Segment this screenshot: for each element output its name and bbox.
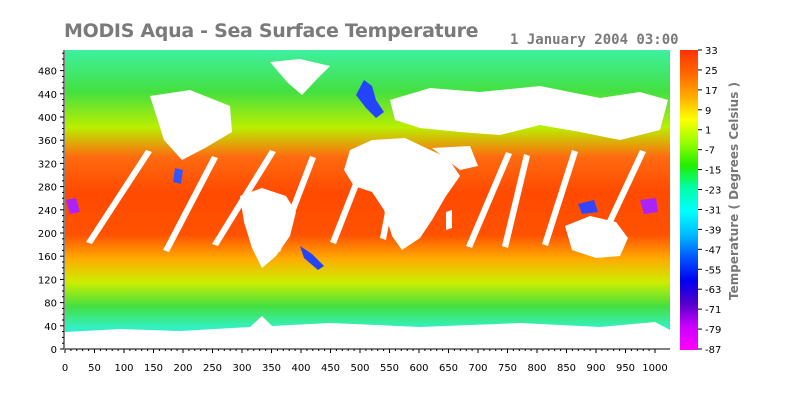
x-tick-label: 750 — [498, 363, 517, 374]
arabia-land — [432, 146, 478, 170]
colorbar-tick-label: -23 — [705, 186, 721, 197]
y-axis-ticks: 0 40 80 120 160 200 240 280 320 360 400 440 480 — [38, 52, 64, 356]
x-tick-label: 1000 — [642, 363, 667, 374]
map-image — [65, 50, 670, 348]
x-tick-label: 0 — [62, 363, 68, 374]
x-tick-label: 800 — [527, 363, 546, 374]
x-tick-label: 550 — [380, 363, 399, 374]
colorbar-tick-label: -79 — [705, 325, 721, 336]
colorbar-tick-label: -63 — [705, 285, 721, 296]
south-america-land — [240, 188, 296, 268]
x-tick-label: 200 — [173, 363, 192, 374]
colorbar-tick-label: 1 — [705, 126, 711, 137]
colorbar-tick-label: 25 — [705, 66, 718, 77]
colorbar-title: Temperature ( Degrees Celsius ) — [727, 81, 741, 300]
y-tick-label: 280 — [38, 183, 57, 194]
y-tick-label: 440 — [38, 90, 57, 101]
colorbar-tick-label: -71 — [705, 305, 721, 316]
australia-land — [565, 216, 628, 258]
x-tick-label: 700 — [468, 363, 487, 374]
colorbar-tick-label: -7 — [705, 146, 715, 157]
colorbar-ticks: 33 25 17 9 1 -7 -15 -23 -31 -39 -47 -55 -63 -71 -79 -87 — [698, 46, 721, 356]
madagascar-land — [446, 210, 452, 230]
x-tick-label: 300 — [232, 363, 251, 374]
y-tick-label: 80 — [44, 299, 57, 310]
y-tick-label: 160 — [38, 252, 57, 263]
colorbar — [680, 50, 698, 350]
y-tick-label: 360 — [38, 136, 57, 147]
x-tick-label: 400 — [291, 363, 310, 374]
colorbar-tick-label: 17 — [705, 86, 718, 97]
na-cloud — [150, 90, 232, 160]
cold-features — [66, 80, 658, 270]
colorbar-tick-label: -47 — [705, 245, 721, 256]
x-tick-label: 600 — [409, 363, 428, 374]
africa-land — [344, 138, 460, 250]
y-tick-label: 240 — [38, 206, 57, 217]
x-tick-label: 350 — [262, 363, 281, 374]
colorbar-tick-label: -55 — [705, 265, 721, 276]
antarctica-cloud — [65, 316, 670, 348]
y-tick-label: 480 — [38, 67, 57, 78]
x-tick-label: 950 — [616, 363, 635, 374]
colorbar-tick-label: -31 — [705, 205, 721, 216]
x-tick-label: 250 — [203, 363, 222, 374]
colorbar-tick-label: -87 — [705, 345, 721, 356]
colorbar-tick-label: 9 — [705, 106, 711, 117]
map-title: MODIS Aqua - Sea Surface Temperature — [64, 20, 479, 42]
y-tick-label: 320 — [38, 159, 57, 170]
y-tick-label: 0 — [51, 345, 57, 356]
swath-gaps — [86, 150, 646, 252]
x-tick-label: 500 — [350, 363, 369, 374]
northern-cloud-band — [390, 86, 668, 140]
x-tick-label: 650 — [439, 363, 458, 374]
colorbar-tick-label: -39 — [705, 225, 721, 236]
timestamp: 1 January 2004 03:00 — [510, 32, 679, 48]
y-tick-label: 40 — [44, 322, 57, 333]
x-tick-label: 850 — [557, 363, 576, 374]
y-tick-label: 120 — [38, 275, 57, 286]
x-tick-label: 100 — [114, 363, 133, 374]
colorbar-tick-label: -15 — [705, 166, 721, 177]
x-axis-ticks: 0 50 100 150 200 250 300 350 400 450 500 550 600 650 7… — [62, 349, 668, 374]
arctic-cloud — [270, 59, 330, 95]
x-tick-label: 50 — [88, 363, 101, 374]
x-tick-label: 150 — [144, 363, 163, 374]
y-tick-label: 200 — [38, 229, 57, 240]
x-tick-label: 900 — [586, 363, 605, 374]
colorbar-tick-label: 33 — [705, 46, 718, 57]
y-tick-label: 400 — [38, 113, 57, 124]
x-tick-label: 450 — [321, 363, 340, 374]
